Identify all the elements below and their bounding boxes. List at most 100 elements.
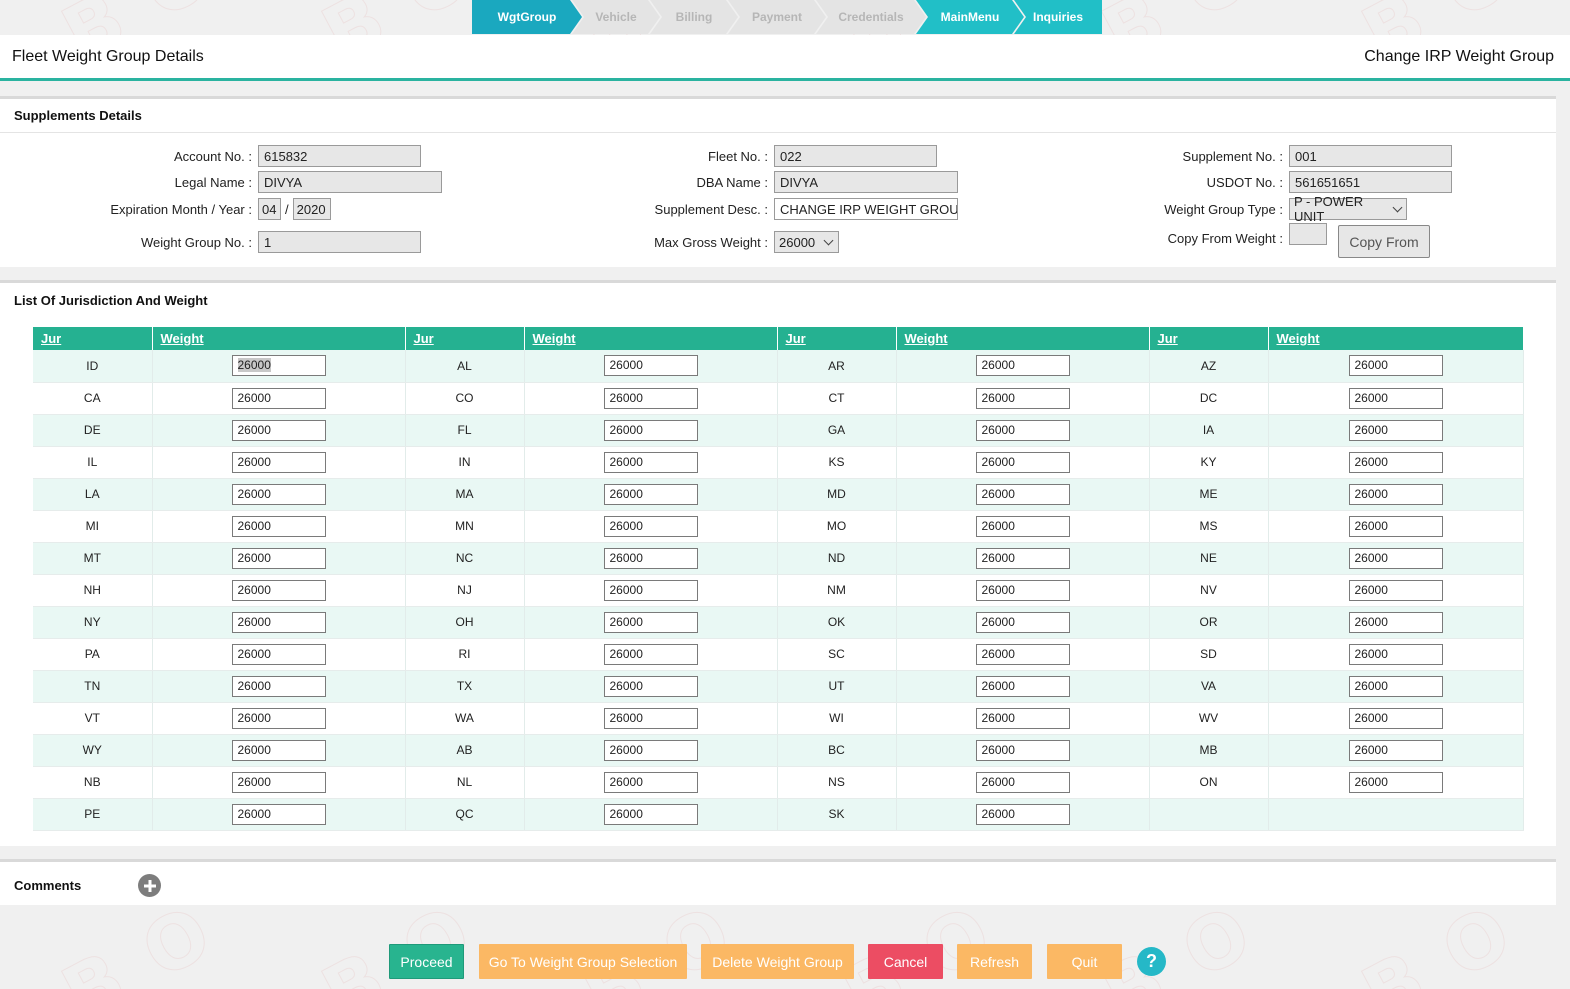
weight-input[interactable]: 26000	[603, 611, 698, 633]
exp-month-input[interactable]: 04	[258, 198, 281, 220]
legal-name-input[interactable]: DIVYA	[258, 171, 442, 193]
supplement-desc-input[interactable]: CHANGE IRP WEIGHT GROUP	[774, 198, 958, 220]
weight-input[interactable]: 26000	[975, 579, 1070, 601]
weight-input[interactable]: 26000	[231, 547, 326, 569]
weight-input[interactable]: 26000	[231, 515, 326, 537]
step-payment[interactable]: Payment	[728, 0, 826, 34]
weight-input[interactable]: 26000	[603, 707, 698, 729]
refresh-button[interactable]: Refresh	[957, 944, 1032, 979]
cancel-button[interactable]: Cancel	[868, 944, 943, 979]
weight-input[interactable]: 26000	[975, 771, 1070, 793]
weight-input[interactable]: 26000	[603, 803, 698, 825]
weight-input[interactable]: 26000	[603, 515, 698, 537]
weight-input[interactable]: 26000	[975, 803, 1070, 825]
jur-column-header[interactable]: Jur	[405, 327, 525, 350]
jur-column-header[interactable]: Jur	[777, 327, 897, 350]
weight-input[interactable]: 26000	[1348, 515, 1443, 537]
weight-input[interactable]: 26000	[1348, 451, 1443, 473]
usdot-no-input[interactable]: 561651651	[1289, 171, 1452, 193]
weight-input[interactable]: 26000	[231, 355, 326, 377]
copy-from-weight-input[interactable]	[1289, 222, 1327, 245]
weight-input[interactable]: 26000	[1348, 483, 1443, 505]
weight-input[interactable]: 26000	[1348, 355, 1443, 377]
weight-input[interactable]: 26000	[231, 483, 326, 505]
weight-input[interactable]: 26000	[603, 419, 698, 441]
weight-group-no-input[interactable]: 1	[258, 231, 421, 253]
weight-input[interactable]: 26000	[603, 739, 698, 761]
go-to-weight-group-selection-button[interactable]: Go To Weight Group Selection	[479, 944, 687, 979]
plus-circle-icon[interactable]	[138, 874, 161, 897]
step-credentials[interactable]: Credentials	[816, 0, 926, 34]
weight-input[interactable]: 26000	[231, 579, 326, 601]
weight-input[interactable]: 26000	[975, 611, 1070, 633]
help-icon[interactable]: ?	[1137, 947, 1166, 976]
jur-cell: KY	[1149, 446, 1269, 479]
weight-input[interactable]: 26000	[231, 675, 326, 697]
weight-input[interactable]: 26000	[975, 355, 1070, 377]
weight-input[interactable]: 26000	[231, 739, 326, 761]
weight-input[interactable]: 26000	[603, 451, 698, 473]
weight-input[interactable]: 26000	[975, 707, 1070, 729]
jur-column-header[interactable]: Jur	[33, 327, 153, 350]
weight-input[interactable]: 26000	[1348, 707, 1443, 729]
weight-input[interactable]: 26000	[231, 771, 326, 793]
weight-input[interactable]: 26000	[975, 643, 1070, 665]
weight-input[interactable]: 26000	[975, 675, 1070, 697]
weight-column-header[interactable]: Weight	[152, 327, 406, 350]
weight-group-type-select[interactable]: P - POWER UNIT	[1289, 194, 1407, 224]
weight-input[interactable]: 26000	[975, 451, 1070, 473]
weight-column-header[interactable]: Weight	[1268, 327, 1524, 350]
weight-input[interactable]: 26000	[603, 771, 698, 793]
fleet-no-input[interactable]: 022	[774, 145, 937, 167]
quit-button[interactable]: Quit	[1047, 944, 1122, 979]
weight-input[interactable]: 26000	[1348, 675, 1443, 697]
max-gross-weight-select[interactable]: 26000	[774, 231, 839, 253]
table-row: NY 26000 OH 26000 OK 26000 OR 26000	[33, 606, 1524, 639]
weight-input[interactable]: 26000	[603, 579, 698, 601]
weight-input[interactable]: 26000	[231, 803, 326, 825]
weight-input[interactable]: 26000	[975, 547, 1070, 569]
weight-input[interactable]: 26000	[975, 419, 1070, 441]
weight-input[interactable]: 26000	[1348, 771, 1443, 793]
weight-input[interactable]: 26000	[603, 387, 698, 409]
weight-input[interactable]: 26000	[975, 387, 1070, 409]
weight-input[interactable]: 26000	[1348, 579, 1443, 601]
weight-column-header[interactable]: Weight	[896, 327, 1150, 350]
weight-input[interactable]: 26000	[1348, 611, 1443, 633]
weight-column-header[interactable]: Weight	[524, 327, 778, 350]
weight-input[interactable]: 26000	[231, 387, 326, 409]
weight-input[interactable]: 26000	[975, 515, 1070, 537]
weight-input[interactable]: 26000	[603, 483, 698, 505]
weight-input[interactable]: 26000	[231, 611, 326, 633]
weight-input[interactable]: 26000	[231, 451, 326, 473]
step-wgtgroup[interactable]: WgtGroup	[472, 0, 582, 34]
weight-input[interactable]: 26000	[975, 483, 1070, 505]
weight-input[interactable]: 26000	[1348, 387, 1443, 409]
weight-input[interactable]: 26000	[1348, 419, 1443, 441]
step-mainmenu[interactable]: MainMenu	[916, 0, 1024, 34]
step-inquiries[interactable]: Inquiries	[1014, 0, 1102, 34]
weight-input[interactable]: 26000	[1348, 547, 1443, 569]
proceed-button[interactable]: Proceed	[389, 944, 464, 979]
jur-cell: NJ	[405, 574, 525, 607]
weight-input[interactable]: 26000	[975, 739, 1070, 761]
step-vehicle[interactable]: Vehicle	[572, 0, 660, 34]
jur-column-header[interactable]: Jur	[1149, 327, 1269, 350]
delete-weight-group-button[interactable]: Delete Weight Group	[701, 944, 854, 979]
weight-input[interactable]: 26000	[1348, 643, 1443, 665]
step-billing[interactable]: Billing	[650, 0, 738, 34]
supplement-no-input[interactable]: 001	[1289, 145, 1452, 167]
weight-input[interactable]: 26000	[231, 643, 326, 665]
weight-input[interactable]: 26000	[231, 707, 326, 729]
weight-input[interactable]: 26000	[1348, 739, 1443, 761]
weight-input[interactable]: 26000	[603, 675, 698, 697]
account-input[interactable]: 615832	[258, 145, 421, 167]
dba-name-input[interactable]: DIVYA	[774, 171, 958, 193]
weight-input[interactable]: 26000	[603, 547, 698, 569]
weight-input[interactable]: 26000	[603, 355, 698, 377]
exp-year-input[interactable]: 2020	[292, 198, 331, 220]
weight-input[interactable]: 26000	[231, 419, 326, 441]
weight-value: 26000	[237, 806, 271, 821]
weight-input[interactable]: 26000	[603, 643, 698, 665]
copy-from-button[interactable]: Copy From	[1338, 225, 1430, 258]
